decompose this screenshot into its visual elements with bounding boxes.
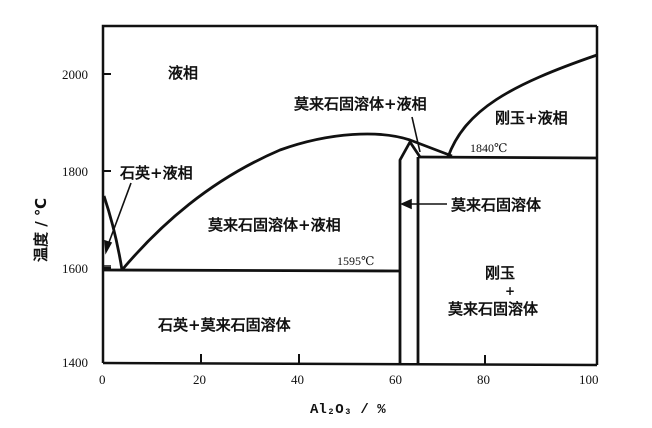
region-plus-sign: + [505,284,516,298]
x-tick-20: 20 [193,372,206,387]
leader-lines [104,116,447,255]
y-tick-1600: 1600 [62,261,88,276]
corundum-liquidus [446,53,598,158]
region-mullite-liquid-top: 莫来石固溶体+液相 [294,95,427,113]
region-quartz-mullite: 石英+莫来石固溶体 [158,316,291,334]
x-tick-40: 40 [291,372,304,387]
mullite-liquidus [120,132,453,271]
x-tick-100: 100 [579,372,599,387]
arrow-head-icon [400,198,412,210]
eutectic-line-1840 [417,155,598,160]
region-corundum-liquid: 刚玉+液相 [495,109,568,127]
arrow-head-icon [104,239,113,255]
region-corundum-mullite-ss: 莫来石固溶体 [448,300,539,318]
axis-ticks [103,73,486,364]
region-quartz-liquid: 石英+液相 [120,164,193,182]
x-tick-0: 0 [99,372,106,387]
temp-1840-label: 1840℃ [470,141,508,155]
region-corundum: 刚玉 [485,264,516,282]
eutectic-line-1595 [102,268,401,273]
silica-liquidus [102,195,124,271]
y-tick-2000: 2000 [62,67,88,82]
region-mullite-liquid: 莫来石固溶体+液相 [208,216,341,234]
temp-1595-label: 1595℃ [337,254,375,268]
x-tick-80: 80 [477,372,490,387]
region-liquid: 液相 [168,64,199,82]
phase-boundaries [102,53,598,365]
mullite-ss-left [398,140,422,365]
x-tick-60: 60 [389,372,402,387]
y-tick-1800: 1800 [62,164,88,179]
y-axis-label: 温度 / ℃ [32,197,50,262]
y-tick-1400: 1400 [62,355,88,370]
region-mullite-ss: 莫来石固溶体 [451,196,542,214]
mullite-liquid-top-leader [411,116,421,153]
axes-frame [101,24,599,367]
x-axis-label: Al₂O₃ / % [310,402,386,418]
quartz-liquid-leader [107,182,132,246]
